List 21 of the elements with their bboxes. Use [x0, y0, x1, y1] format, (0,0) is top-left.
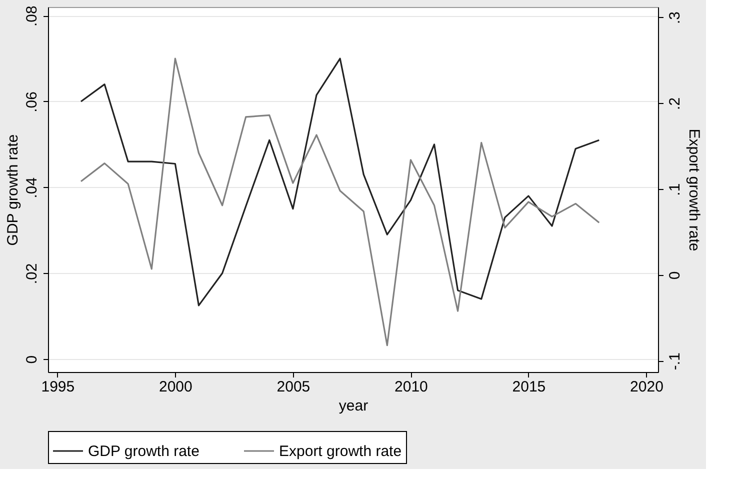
- y2-axis-title: Export growth rate: [686, 128, 702, 252]
- x-tick-label: 2000: [158, 378, 192, 396]
- legend-label: GDP growth rate: [88, 443, 200, 460]
- y-tick-label: .02: [24, 263, 40, 284]
- y-tick-label: .04: [24, 177, 40, 198]
- x-tick-label: 2020: [630, 378, 664, 396]
- y-axis-title: GDP growth rate: [4, 134, 22, 246]
- x-tick-label: 2010: [394, 378, 428, 396]
- y-tick-label: 0: [24, 355, 40, 364]
- x-axis-title: year: [338, 398, 368, 414]
- x-tick-label: 1995: [41, 378, 75, 396]
- y2-tick-label: -.1: [666, 352, 684, 370]
- y-tick-label: .08: [24, 6, 40, 27]
- y2-tick-label: .1: [666, 183, 684, 196]
- y2-tick-label: 0: [666, 271, 684, 280]
- y2-tick-label: .2: [666, 97, 684, 110]
- y2-tick-label: .3: [666, 12, 684, 24]
- x-tick-label: 2015: [512, 378, 546, 396]
- x-tick-label: 2005: [276, 378, 310, 396]
- y-tick-label: .06: [24, 92, 40, 112]
- legend-label: Export growth rate: [279, 443, 402, 460]
